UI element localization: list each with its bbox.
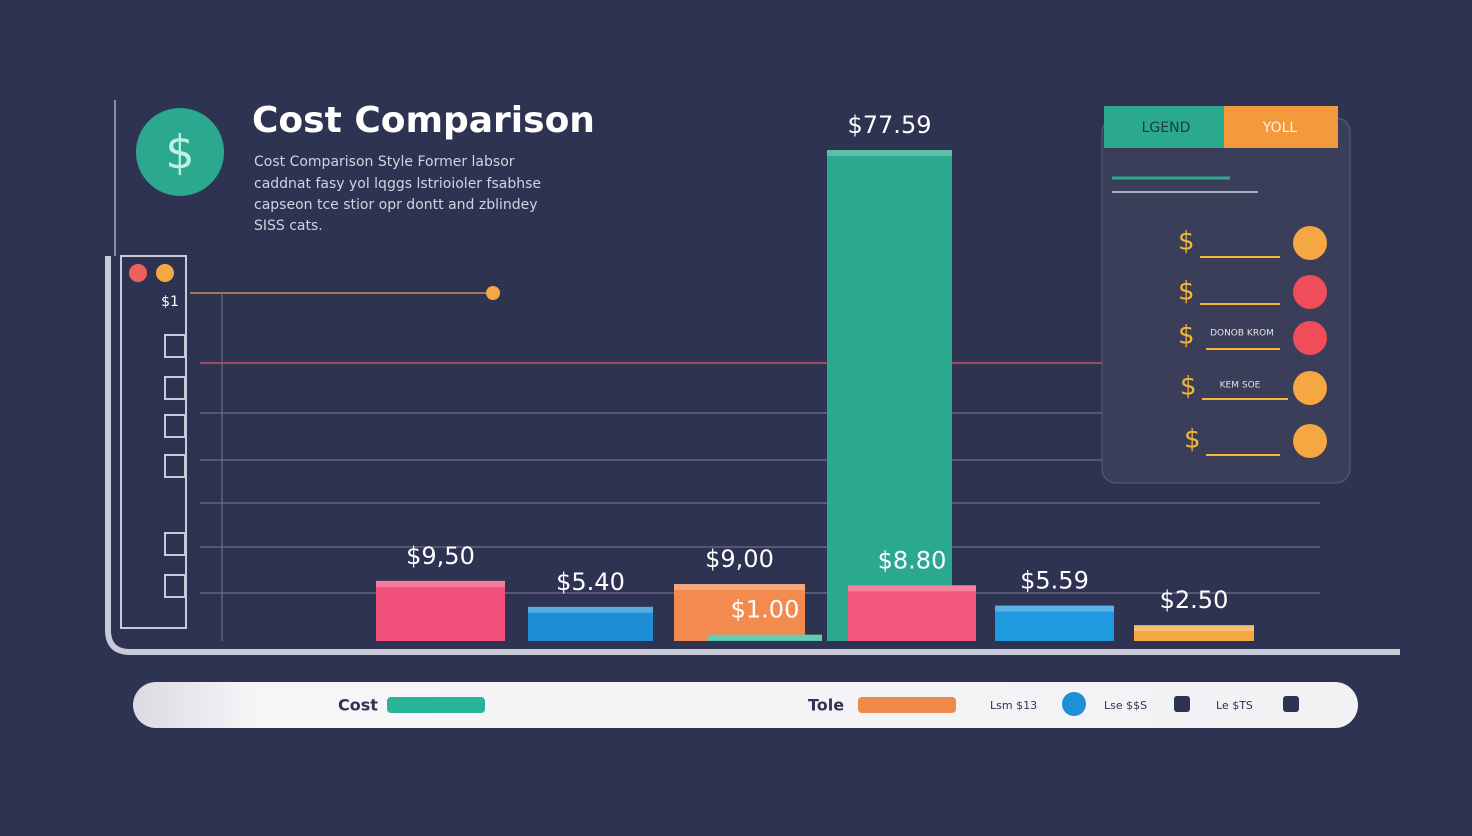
legend-tab xyxy=(1104,106,1224,148)
marker xyxy=(486,286,500,300)
dot xyxy=(129,264,147,282)
bar-cap xyxy=(376,580,505,587)
bottom-bar xyxy=(133,682,1358,728)
svg-text:$: $ xyxy=(1180,372,1197,402)
side-boxes xyxy=(164,334,186,598)
legend-dollars: $ $ $ $ $ xyxy=(1178,227,1201,455)
value-label: $77.59 xyxy=(848,111,932,139)
description: capseon tce stior opr dontt and zblindey xyxy=(254,197,538,213)
bottom-dot xyxy=(1174,696,1190,712)
description: SISS cats. xyxy=(254,218,323,234)
bar-cap xyxy=(1134,625,1254,632)
legend-coin xyxy=(1293,371,1327,405)
dollar-glyph: $ xyxy=(165,126,194,180)
bar xyxy=(995,605,1114,641)
description: Cost Comparison Style Former labsor xyxy=(254,154,515,170)
bar-cap xyxy=(674,584,805,591)
value-label: $8.80 xyxy=(878,546,947,574)
side-label: $1 xyxy=(161,294,179,310)
bottom-label: Cost xyxy=(338,696,378,715)
svg-text:$: $ xyxy=(1178,321,1195,351)
bottom-label: Lsm $13 xyxy=(990,699,1037,712)
bar xyxy=(674,584,805,641)
legend-coin xyxy=(1293,275,1327,309)
bar xyxy=(376,580,505,641)
legend-item: KEM SOE xyxy=(1220,381,1261,391)
bottom-dot xyxy=(1283,696,1299,712)
legend-tab xyxy=(1224,106,1338,148)
bar xyxy=(848,585,976,641)
bar xyxy=(708,634,822,641)
bottom-dot xyxy=(1062,692,1086,716)
side-panel xyxy=(120,255,187,629)
value-label: $9,50 xyxy=(406,542,475,570)
chart-title: Cost Comparison xyxy=(252,100,595,141)
bottom-swatch xyxy=(387,697,485,713)
chart-frame xyxy=(105,256,1400,655)
legend-tab-label: YOLL xyxy=(1262,120,1298,136)
legend-item: DONOB KROM xyxy=(1210,329,1274,339)
description: caddnat fasy yol lqggs lstrioioler fsabh… xyxy=(254,176,541,192)
bottom-label: Le $TS xyxy=(1216,699,1253,712)
bar-cap xyxy=(528,606,653,613)
dollar-icon xyxy=(136,108,224,196)
bar xyxy=(827,150,952,641)
value-label: $5.40 xyxy=(556,568,625,596)
legend-rules xyxy=(1200,256,1288,456)
svg-text:$: $ xyxy=(1178,277,1195,307)
svg-text:$: $ xyxy=(1184,425,1201,455)
value-label: $9,00 xyxy=(705,545,774,573)
value-label: $1.00 xyxy=(731,596,800,624)
value-label: $2.50 xyxy=(1160,586,1229,614)
bottom-label: Tole xyxy=(808,696,844,715)
svg-text:$: $ xyxy=(1178,227,1195,257)
bar-cap xyxy=(848,585,976,592)
dot xyxy=(156,264,174,282)
bar xyxy=(528,606,653,641)
bar-cap xyxy=(995,605,1114,612)
value-label: $5.59 xyxy=(1020,567,1089,595)
bar xyxy=(1134,625,1254,641)
bottom-swatch xyxy=(858,697,956,713)
legend-tab-label: LGEND xyxy=(1142,120,1191,136)
legend-coin xyxy=(1293,226,1327,260)
bar-cap xyxy=(708,634,822,641)
legend-coin xyxy=(1293,321,1327,355)
bar-cap xyxy=(827,150,952,156)
bottom-label: Lse $$S xyxy=(1104,699,1147,712)
legend-coin xyxy=(1293,424,1327,458)
